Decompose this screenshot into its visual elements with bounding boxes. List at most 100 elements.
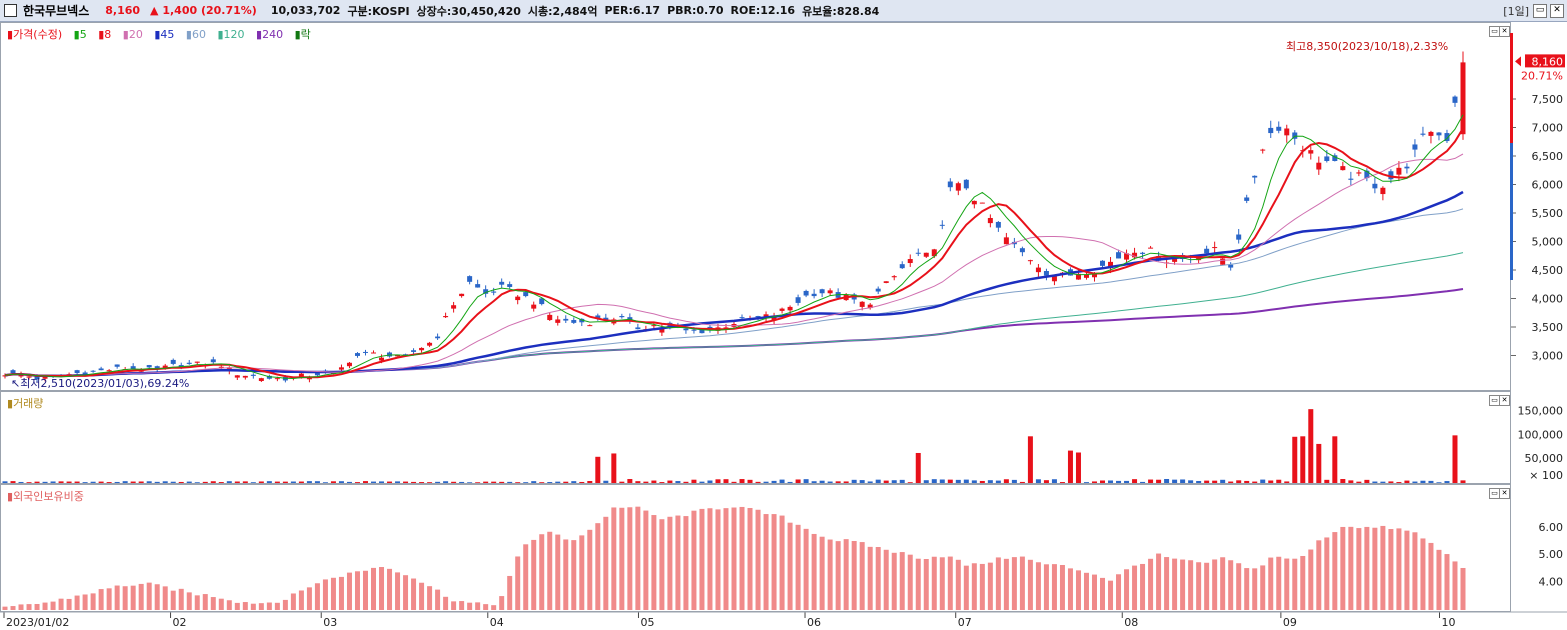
volume-bar <box>1100 480 1106 483</box>
candle-body <box>563 318 569 321</box>
volume-bar <box>1019 481 1025 483</box>
candle-body <box>1380 187 1386 195</box>
volume-bar <box>338 481 344 483</box>
pbr-value: PBR:0.70 <box>667 4 724 17</box>
volume-close-icon[interactable]: ✕ <box>1499 395 1510 406</box>
foreign-bar <box>659 519 665 610</box>
volume-bar <box>242 481 248 483</box>
reserve-ratio: 유보율:828.84 <box>802 4 880 18</box>
volume-bar <box>435 481 441 483</box>
volume-bar <box>1260 479 1266 483</box>
candle-body <box>787 306 793 311</box>
volume-bar <box>987 480 993 483</box>
price-tick-label: 5,500 <box>1532 207 1564 220</box>
foreign-bar <box>979 563 985 610</box>
volume-bar <box>162 481 168 483</box>
foreign-bar <box>26 604 32 610</box>
volume-bar <box>1164 478 1170 483</box>
candle-body <box>499 281 505 285</box>
foreign-bar <box>675 515 681 610</box>
volume-bar <box>883 480 889 483</box>
foreign-bar <box>1276 556 1282 610</box>
candle-body <box>1396 167 1402 175</box>
candle-body <box>1356 172 1362 174</box>
foreign-bar <box>515 556 521 610</box>
candle-body <box>699 328 705 334</box>
ma-5-line <box>4 114 1464 380</box>
candle-body <box>1460 62 1466 135</box>
foreign-bar <box>539 534 545 610</box>
foreign-bar <box>1252 568 1258 610</box>
volume-bar <box>1308 409 1314 483</box>
volume-bar <box>1011 479 1017 483</box>
candle-body <box>459 293 465 297</box>
foreign-bar <box>491 605 497 610</box>
volume-bar <box>1300 436 1306 483</box>
volume-bar <box>258 481 264 483</box>
candle-body <box>963 179 969 189</box>
foreign-bar <box>763 514 769 610</box>
volume-bar <box>427 482 433 483</box>
volume-bar <box>346 481 352 483</box>
foreign-bar <box>771 514 777 610</box>
volume-bar <box>210 481 216 483</box>
foreign-bar <box>1420 538 1426 610</box>
candle-body <box>443 316 449 318</box>
foreign-bar <box>146 582 152 610</box>
foreign-panel[interactable]: ▮외국인보유비중 ▭ ✕ <box>0 484 1511 612</box>
foreign-bar <box>835 541 841 610</box>
volume-panel[interactable]: ▮거래량 ▭ ✕ <box>0 391 1511 484</box>
candle-body <box>995 221 1001 228</box>
candle-body <box>2 375 8 377</box>
volume-bar <box>1059 482 1065 483</box>
volume-bar <box>611 453 617 483</box>
candle-body <box>1324 156 1330 161</box>
select-checkbox[interactable] <box>4 4 17 17</box>
volume-bar <box>939 479 945 483</box>
foreign-bar <box>955 559 961 610</box>
ma-8-label: ▮8 <box>98 28 112 41</box>
volume-bar <box>467 482 473 483</box>
foreign-bar <box>747 507 753 610</box>
volume-bar <box>531 481 537 483</box>
volume-bar <box>1035 479 1041 483</box>
candle-body <box>875 288 881 292</box>
volume-bar <box>1156 479 1162 483</box>
foreign-bar <box>74 595 80 610</box>
volume-bar <box>731 481 737 483</box>
candle-body <box>266 375 272 379</box>
ma-8-line <box>4 127 1464 379</box>
volume-bar <box>635 481 641 483</box>
ma-45-line <box>4 190 1464 378</box>
price-panel[interactable]: ▮가격(수정) ▮5 ▮8 ▮20 ▮45 ▮60 ▮120 ▮240 ▮락 ▭… <box>0 22 1511 391</box>
volume-bar <box>835 481 841 483</box>
close-icon[interactable]: ✕ <box>1550 3 1564 18</box>
restore-icon[interactable]: ▭ <box>1533 3 1547 18</box>
volume-bar <box>659 482 665 483</box>
foreign-bar <box>1204 562 1210 610</box>
price-tick-label: 7,500 <box>1532 93 1564 106</box>
foreign-bar <box>595 523 601 610</box>
foreign-bar <box>891 552 897 610</box>
foreign-bar <box>346 572 352 610</box>
candle-body <box>1003 237 1009 245</box>
candle-body <box>507 284 513 287</box>
panel-close-icon[interactable]: ✕ <box>1499 26 1510 37</box>
volume-bar <box>1348 480 1354 483</box>
volume-bar <box>819 480 825 483</box>
foreign-close-icon[interactable]: ✕ <box>1499 488 1510 499</box>
volume-bar <box>1428 480 1434 483</box>
foreign-bar <box>571 540 577 610</box>
volume-bar <box>491 481 497 483</box>
foreign-bar <box>795 524 801 610</box>
candle-body <box>346 362 352 367</box>
foreign-bar <box>1268 557 1274 610</box>
period-selector[interactable]: [1일] <box>1503 4 1529 18</box>
volume-bar <box>1420 480 1426 483</box>
foreign-bar <box>1148 558 1154 610</box>
price-tick-label: 4,500 <box>1532 264 1564 277</box>
foreign-bar <box>186 592 192 610</box>
volume-bar <box>707 480 713 483</box>
candle-body <box>947 181 953 188</box>
foreign-bar <box>1444 554 1450 610</box>
